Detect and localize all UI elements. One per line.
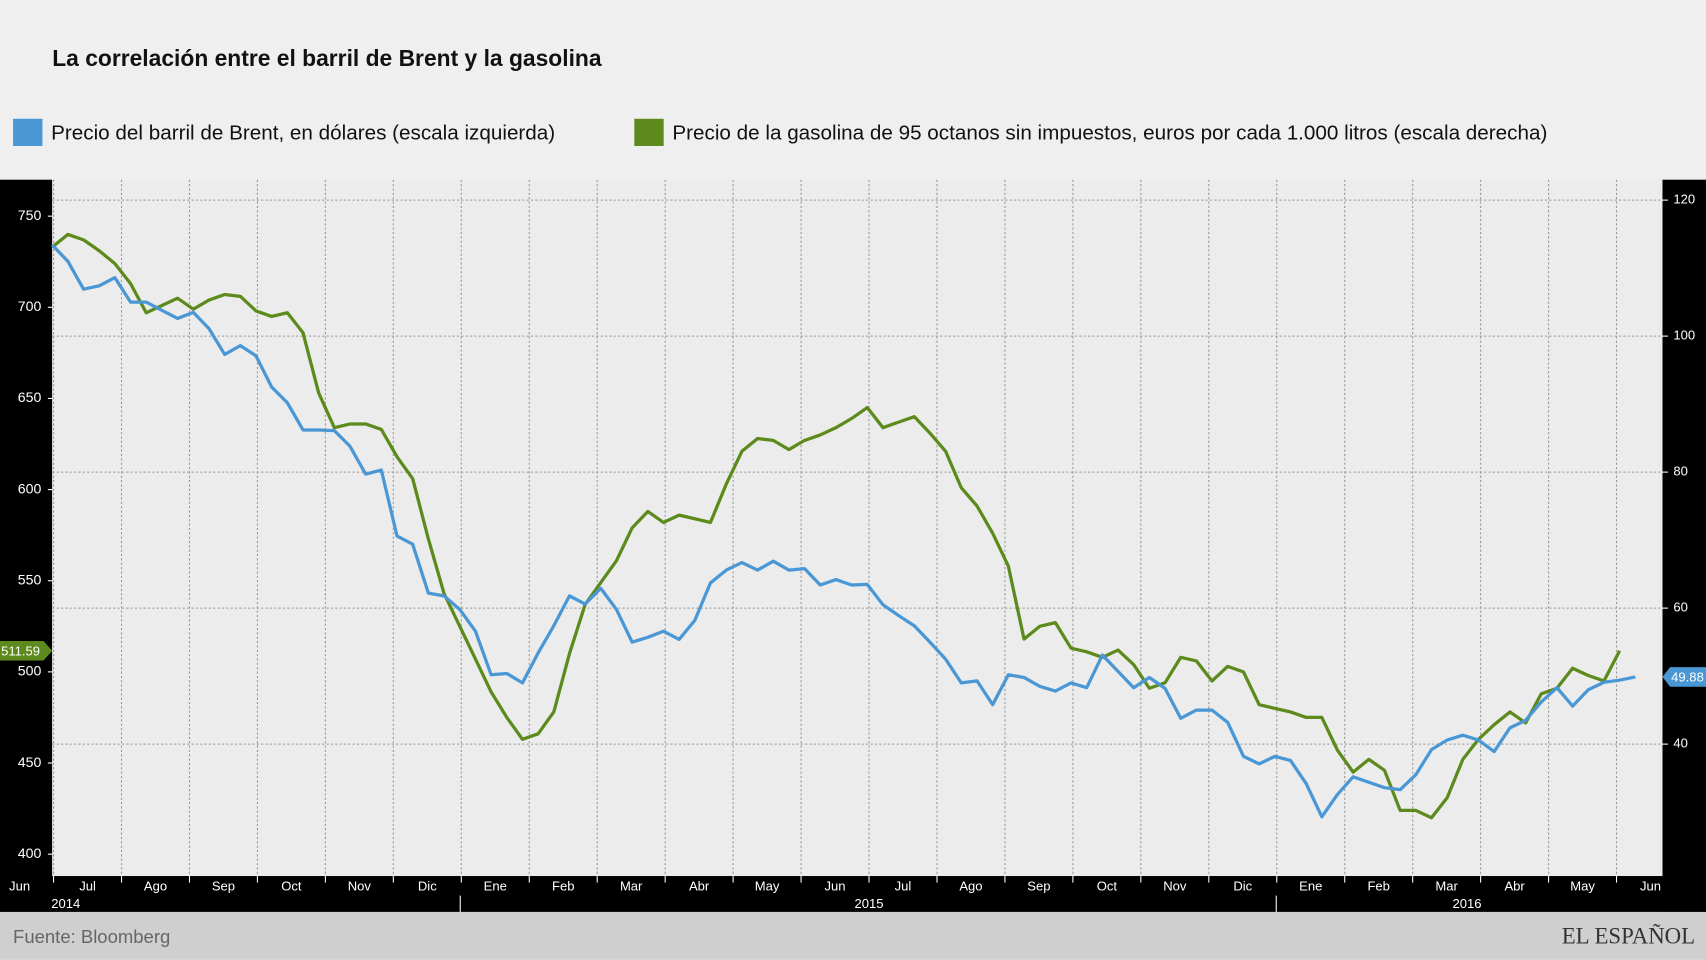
legend-swatch [13, 118, 43, 146]
legend-label: Precio de la gasolina de 95 octanos sin … [672, 121, 1547, 144]
value-tag [1662, 667, 1706, 687]
brand: EL ESPAÑOL [1562, 923, 1695, 948]
y-tick-label: 400 [18, 845, 42, 861]
source: Fuente: Bloomberg [13, 926, 170, 947]
y-tick-label: 600 [18, 480, 42, 496]
x-tick-label: Ago [144, 878, 167, 893]
value-label: 49.88 [1671, 669, 1704, 684]
x-tick-label: Jun [9, 878, 30, 893]
x-tick-label: Feb [1367, 878, 1389, 893]
footer [0, 911, 1706, 960]
x-tick-label: Mar [1435, 878, 1458, 893]
y-tick-label: 750 [18, 207, 42, 223]
value-tag [0, 640, 53, 661]
y2-tick-label: 120 [1673, 192, 1695, 207]
value-label: 511.59 [1, 643, 40, 658]
series-line [51, 232, 1622, 820]
x-tick-label: Jul [79, 878, 96, 893]
x-tick-label: Nov [348, 878, 372, 893]
year-label: 2016 [1453, 896, 1482, 911]
y-tick-label: 450 [18, 754, 42, 770]
y-tick-label: 500 [18, 663, 42, 679]
x-tick-label: Ene [1299, 878, 1322, 893]
x-tick-label: Dic [418, 878, 437, 893]
x-tick-label: Sep [1027, 878, 1050, 893]
x-tick-label: Oct [281, 878, 302, 893]
x-tick-label: Oct [1097, 878, 1118, 893]
x-tick-label: Abr [689, 878, 710, 893]
x-tick-label: Dic [1233, 878, 1252, 893]
year-label: 2014 [51, 896, 80, 911]
x-tick-label: Jun [1640, 878, 1661, 893]
x-tick-label: Sep [212, 878, 235, 893]
x-tick-label: Abr [1504, 878, 1525, 893]
x-tick-label: May [1570, 878, 1595, 893]
y2-tick-label: 40 [1673, 736, 1688, 751]
x-axis-band [0, 876, 1706, 912]
y-tick-label: 550 [18, 571, 42, 587]
x-tick-label: Jun [825, 878, 846, 893]
x-tick-label: Ene [484, 878, 507, 893]
x-tick-label: Ago [959, 878, 982, 893]
right-axis-band [1662, 179, 1706, 912]
left-axis-band [0, 179, 53, 912]
plot-area [52, 179, 1663, 877]
x-tick-label: Feb [552, 878, 574, 893]
x-tick-label: Mar [620, 878, 643, 893]
x-tick-label: May [755, 878, 780, 893]
x-tick-label: Nov [1163, 878, 1187, 893]
year-label: 2015 [855, 896, 884, 911]
y2-tick-label: 60 [1673, 600, 1688, 615]
y2-tick-label: 100 [1673, 328, 1695, 343]
series-line [51, 243, 1636, 819]
x-tick-label: Jul [895, 878, 912, 893]
y-tick-label: 650 [18, 389, 42, 405]
chart-title: La correlación entre el barril de Brent … [52, 45, 602, 71]
legend-label: Precio del barril de Brent, en dólares (… [51, 121, 555, 144]
y2-tick-label: 80 [1673, 464, 1688, 479]
legend-swatch [634, 118, 664, 146]
y-tick-label: 700 [18, 298, 42, 314]
